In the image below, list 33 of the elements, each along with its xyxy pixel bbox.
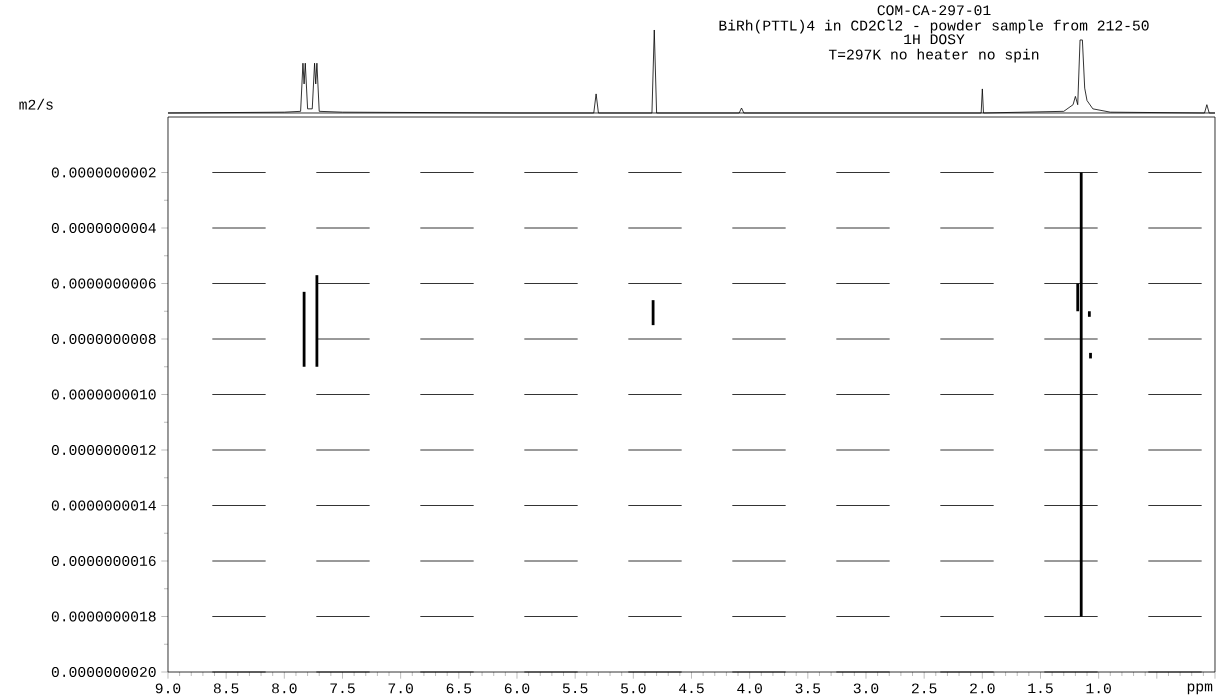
x-tick-label: 4.5	[679, 683, 704, 694]
x-tick-label: 5.0	[621, 683, 646, 694]
x-tick-label: 9.0	[155, 683, 181, 694]
x-tick-label: 7.5	[330, 683, 355, 694]
annotation: 1H DOSY	[904, 34, 965, 45]
x-tick-label: 6.5	[446, 683, 472, 694]
x-tick-label: 2.5	[911, 683, 937, 694]
y-tick-label: 0.0000000014	[51, 500, 156, 511]
y-tick-label: 0.0000000006	[51, 278, 156, 289]
x-tick-label: 3.5	[795, 683, 821, 694]
y-tick-label: 0.0000000012	[51, 445, 156, 455]
x-tick-label: 6.0	[504, 683, 530, 694]
y-tick-label: 0.0000000010	[51, 389, 156, 400]
x-tick-label: 1.5	[1028, 683, 1053, 694]
x-tick-label: 1.0	[1086, 683, 1111, 694]
y-tick-label: 0.0000000016	[51, 556, 156, 566]
x-tick-label: 3.0	[853, 683, 879, 694]
chart-subtitle: BiRh(PTTL)4 in CD2Cl2 - powder sample from 212-50	[719, 19, 1149, 34]
y-tick-label: 0.0000000002	[51, 167, 156, 178]
y-tick-label: 0.0000000004	[51, 223, 156, 233]
x-tick-label: 7.0	[388, 683, 413, 694]
x-tick-label: 2.0	[970, 683, 995, 694]
y-tick-label: 0.0000000018	[51, 611, 156, 622]
annotation: T=297K no heater no spin	[828, 48, 1039, 63]
y-axis-title: m2/s	[19, 98, 53, 110]
x-tick-label: 5.5	[562, 683, 588, 694]
x-tick-label: 4.0	[737, 683, 762, 694]
x-tick-label: 8.5	[213, 683, 239, 694]
y-tick-label: 0.0000000020	[51, 667, 156, 677]
y-tick-label: 0.0000000008	[51, 334, 156, 344]
x-tick-label: 8.0	[272, 683, 297, 694]
chart-title: COM-CA-297-01	[877, 5, 991, 16]
x-axis-title: ppm	[1187, 683, 1213, 695]
